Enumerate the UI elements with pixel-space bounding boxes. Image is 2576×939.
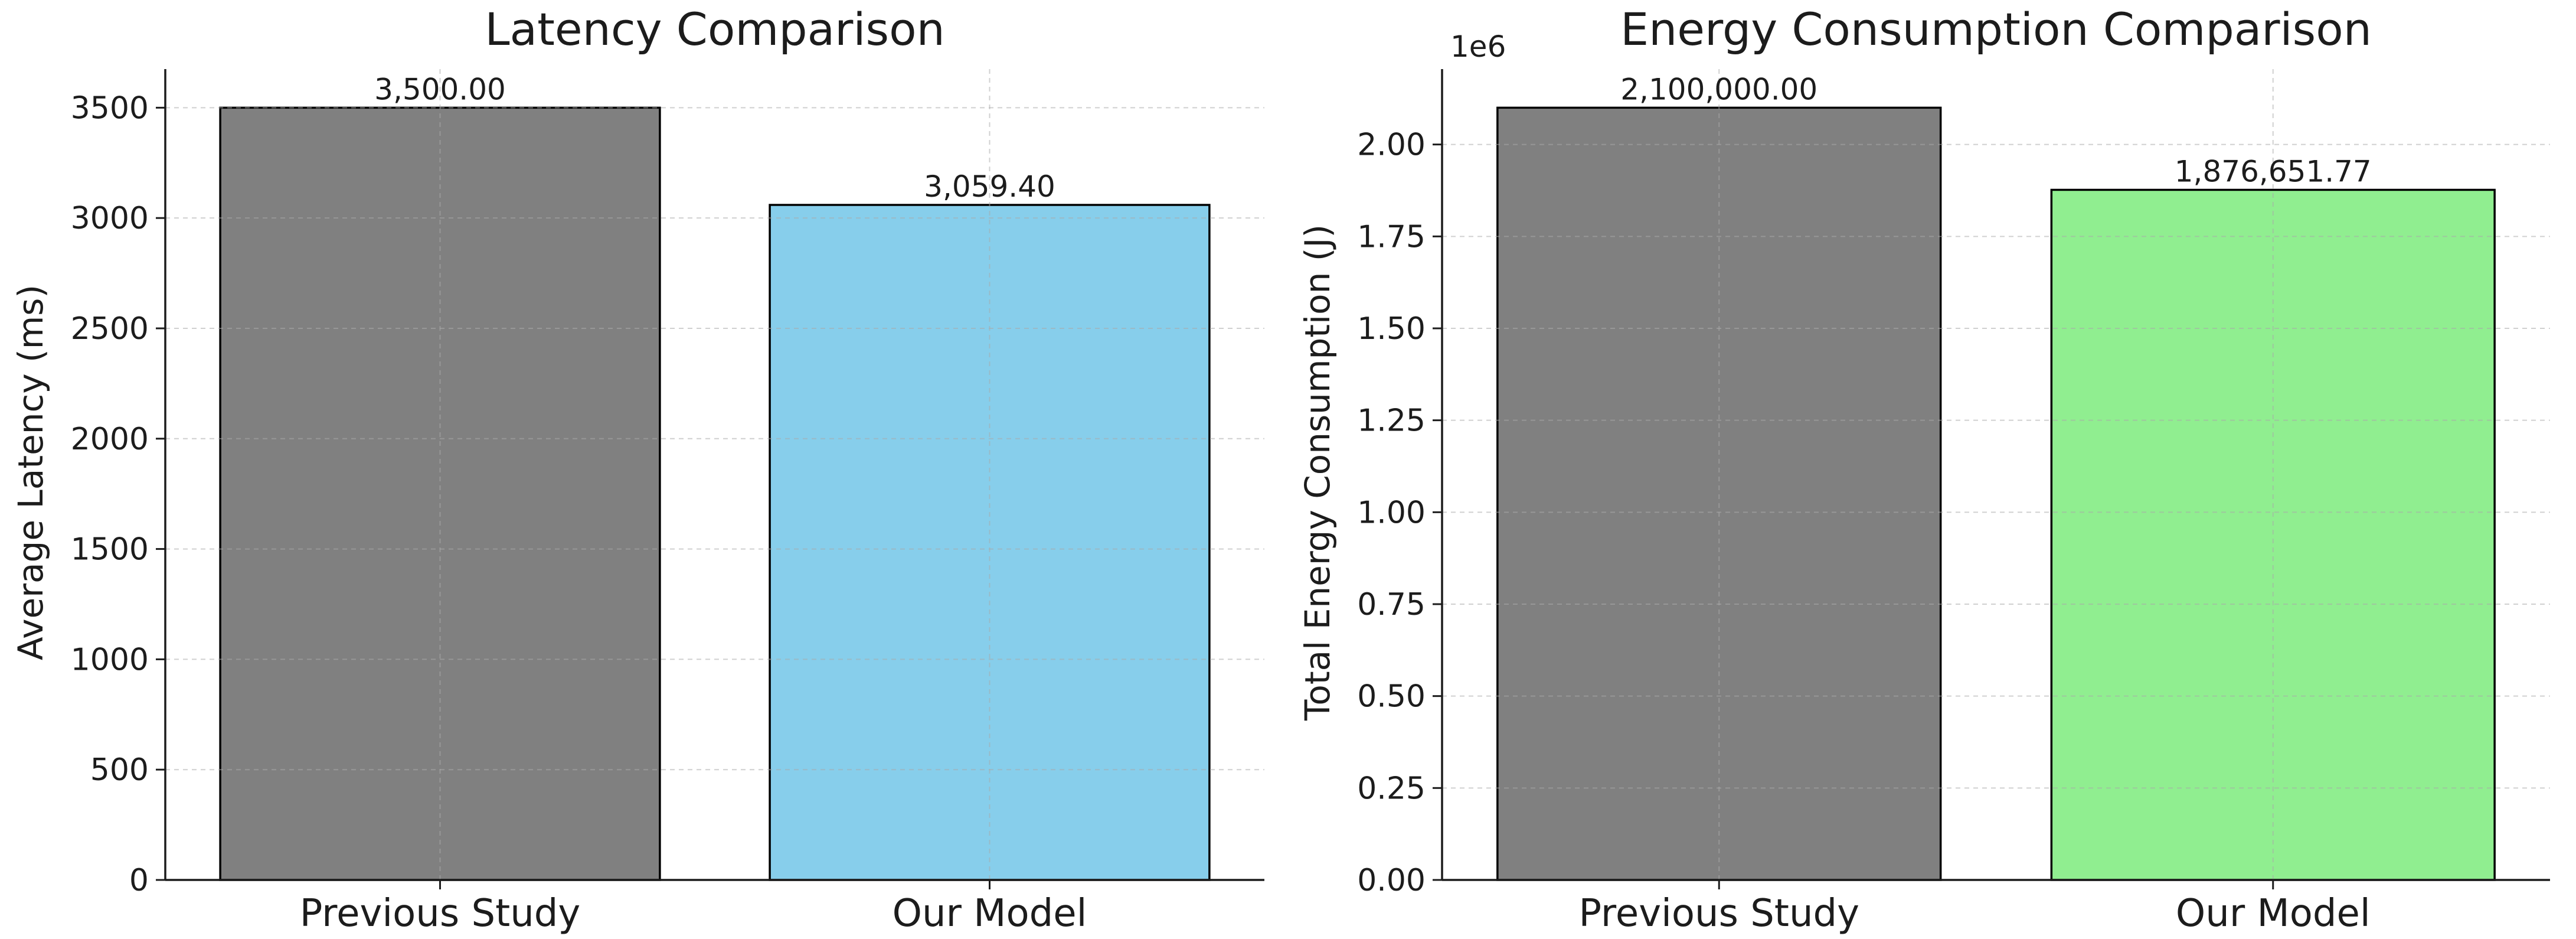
- bar-value-label: 3,059.40: [924, 169, 1055, 204]
- y-tick-label: 1000: [71, 642, 149, 677]
- y-tick-label: 2000: [71, 422, 149, 457]
- energy-plot-area: 0.00 0.25 0.50 0.75 1.00 1.25 1.50 1.75 2.00 Prev…: [1357, 69, 2550, 935]
- y-tick-label: 1500: [71, 532, 149, 568]
- bar-value-label: 2,100,000.00: [1620, 72, 1817, 106]
- category-label: Previous Study: [1578, 892, 1859, 935]
- y-tick-label: 1.75: [1357, 219, 1426, 255]
- y-tick-label: 0.75: [1357, 587, 1426, 622]
- y-tick-label: 1.00: [1357, 495, 1426, 530]
- y-tick-label: 3500: [71, 90, 149, 126]
- category-label: Our Model: [893, 892, 1087, 935]
- y-tick-label: 1.50: [1357, 311, 1426, 347]
- latency-chart-title: Latency Comparison: [485, 3, 945, 56]
- y-tick-label: 2500: [71, 311, 149, 347]
- category-label: Our Model: [2176, 892, 2371, 935]
- y-tick-label: 0: [129, 863, 149, 898]
- y-tick-label: 500: [90, 752, 149, 788]
- y-axis-offset-text: 1e6: [1450, 30, 1506, 64]
- bar-our-model: [2050, 188, 2496, 881]
- energy-chart-panel: Energy Consumption Comparison Total Ener…: [1288, 0, 2576, 939]
- energy-chart-title: Energy Consumption Comparison: [1620, 3, 2372, 56]
- y-tick-label: 0.50: [1357, 679, 1426, 715]
- y-tick-label: 0.00: [1357, 863, 1426, 898]
- bar-value-label: 3,500.00: [374, 72, 506, 106]
- latency-plot-area: 0 500 1000 1500 2000 2500 3000 3500 Previous Stu…: [71, 69, 1264, 935]
- y-tick-label: 0.25: [1357, 771, 1426, 806]
- category-label: Previous Study: [300, 892, 581, 935]
- y-tick-label: 3000: [71, 201, 149, 236]
- bar-value-label: 1,876,651.77: [2175, 154, 2372, 188]
- y-tick-label: 2.00: [1357, 128, 1426, 163]
- y-tick-label: 1.25: [1357, 403, 1426, 439]
- latency-chart-panel: Latency Comparison Average Latency (ms) …: [11, 3, 1264, 935]
